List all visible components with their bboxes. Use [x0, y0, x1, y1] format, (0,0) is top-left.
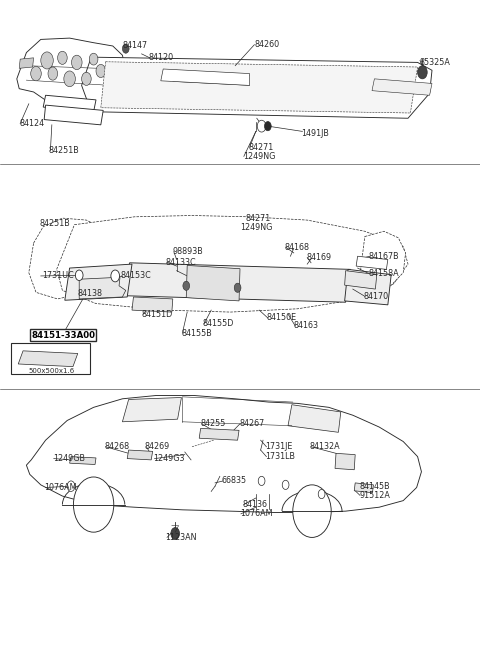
Text: 84168: 84168: [284, 242, 309, 252]
Text: 84124: 84124: [19, 119, 44, 128]
Polygon shape: [43, 95, 96, 112]
Text: 84155B: 84155B: [181, 328, 212, 338]
Text: 1249GB: 1249GB: [53, 454, 85, 463]
Polygon shape: [19, 58, 34, 68]
Circle shape: [234, 283, 241, 292]
Text: 84151D: 84151D: [142, 309, 173, 319]
Circle shape: [96, 64, 106, 78]
Circle shape: [73, 477, 114, 532]
Circle shape: [264, 122, 271, 131]
Text: 84136: 84136: [242, 500, 267, 509]
Text: 84251B: 84251B: [49, 146, 80, 155]
Circle shape: [82, 72, 91, 85]
Circle shape: [318, 489, 325, 499]
Polygon shape: [199, 428, 239, 440]
Text: 84271: 84271: [246, 214, 271, 223]
Text: 1731JE: 1731JE: [265, 442, 292, 451]
Circle shape: [31, 66, 41, 81]
Text: 84260: 84260: [254, 40, 279, 49]
Circle shape: [58, 51, 67, 64]
Circle shape: [41, 52, 53, 69]
Polygon shape: [18, 351, 78, 367]
Polygon shape: [29, 218, 115, 299]
Polygon shape: [122, 397, 181, 422]
Text: 84151-33A00: 84151-33A00: [31, 330, 95, 340]
Text: 1123AN: 1123AN: [166, 533, 197, 542]
Polygon shape: [65, 264, 132, 300]
Polygon shape: [101, 62, 418, 113]
Circle shape: [111, 270, 120, 282]
Text: 1076AM: 1076AM: [240, 509, 273, 518]
Polygon shape: [26, 396, 421, 512]
Circle shape: [48, 67, 58, 80]
Polygon shape: [186, 265, 240, 301]
Polygon shape: [82, 57, 432, 118]
Text: 84153C: 84153C: [121, 271, 152, 281]
Polygon shape: [57, 215, 408, 312]
Circle shape: [75, 270, 83, 281]
Bar: [11, 343, 90, 374]
Polygon shape: [127, 450, 153, 460]
Text: 1076AM: 1076AM: [44, 483, 77, 492]
Text: 66835: 66835: [222, 476, 247, 486]
Text: 84169: 84169: [306, 253, 331, 262]
Text: 84138: 84138: [78, 288, 103, 298]
Polygon shape: [359, 231, 406, 292]
Text: 84271: 84271: [249, 143, 274, 152]
Text: 98893B: 98893B: [173, 247, 204, 256]
Text: 84163: 84163: [294, 321, 319, 330]
Text: 84147: 84147: [122, 41, 147, 51]
Polygon shape: [17, 38, 125, 106]
Polygon shape: [372, 79, 432, 95]
Polygon shape: [335, 453, 355, 470]
Polygon shape: [345, 271, 377, 289]
Circle shape: [72, 55, 82, 70]
Text: 84170: 84170: [364, 292, 389, 301]
Text: 1249NG: 1249NG: [243, 152, 275, 161]
Text: 84268: 84268: [105, 442, 130, 451]
Polygon shape: [288, 405, 341, 432]
Circle shape: [64, 71, 75, 87]
Text: 84120: 84120: [149, 53, 174, 62]
Circle shape: [418, 66, 427, 79]
Text: 84158A: 84158A: [369, 269, 399, 279]
Polygon shape: [354, 483, 373, 493]
Text: 85325A: 85325A: [420, 58, 451, 67]
Text: 84155D: 84155D: [203, 319, 234, 328]
Polygon shape: [106, 58, 173, 66]
Circle shape: [67, 481, 75, 491]
Text: 1249G3: 1249G3: [154, 454, 185, 463]
Text: 84132A: 84132A: [310, 442, 340, 451]
Circle shape: [183, 281, 190, 290]
Text: 1731LB: 1731LB: [265, 452, 295, 461]
Polygon shape: [161, 69, 250, 85]
Circle shape: [171, 528, 180, 539]
Text: 84255: 84255: [201, 419, 226, 428]
Text: 84133C: 84133C: [166, 258, 196, 267]
Text: 1491JB: 1491JB: [301, 129, 329, 138]
Polygon shape: [345, 269, 391, 305]
Circle shape: [282, 480, 289, 489]
Polygon shape: [44, 105, 103, 125]
Polygon shape: [70, 457, 96, 464]
Polygon shape: [132, 297, 173, 312]
Circle shape: [257, 120, 266, 132]
Circle shape: [258, 476, 265, 486]
Polygon shape: [79, 277, 126, 299]
Polygon shape: [356, 256, 388, 269]
Text: 84145B: 84145B: [359, 482, 390, 491]
Circle shape: [293, 485, 331, 537]
Text: 84267: 84267: [239, 419, 264, 428]
Text: 91512A: 91512A: [359, 491, 390, 500]
Text: 500x500x1.6: 500x500x1.6: [28, 368, 74, 374]
Text: 84150E: 84150E: [266, 313, 297, 323]
Text: 1249NG: 1249NG: [240, 223, 272, 233]
Text: 84269: 84269: [145, 442, 170, 451]
Text: 84167B: 84167B: [369, 252, 399, 261]
Text: 84251B: 84251B: [39, 219, 70, 228]
Polygon shape: [122, 263, 350, 302]
Circle shape: [89, 53, 98, 65]
Circle shape: [122, 44, 129, 53]
Text: 1731UC: 1731UC: [42, 271, 74, 281]
